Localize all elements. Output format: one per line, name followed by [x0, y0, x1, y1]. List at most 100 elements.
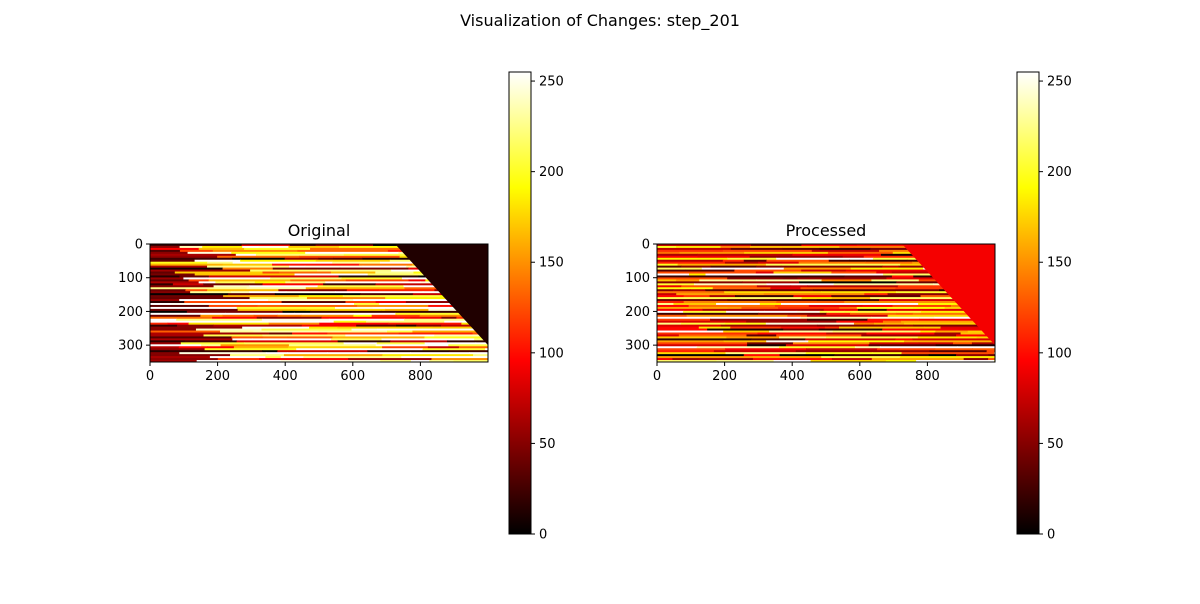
heatmap-cell	[866, 332, 935, 335]
heatmap-cell	[179, 249, 214, 253]
heatmap-cell	[412, 293, 443, 296]
heatmap-cell	[657, 314, 688, 318]
heatmap-cell	[730, 326, 782, 330]
heatmap-cell	[150, 255, 218, 259]
heatmap-cell	[779, 354, 835, 357]
heatmap-cell	[207, 265, 290, 269]
heatmap-cell	[150, 265, 208, 269]
heatmap-cell	[453, 360, 488, 362]
heatmap-cell	[184, 340, 238, 343]
heatmap-cell	[823, 308, 859, 312]
heatmap-cell	[416, 334, 435, 337]
heatmap-cell	[213, 324, 303, 328]
heatmap-cell	[222, 314, 255, 318]
heatmap-cell	[657, 247, 732, 251]
heatmap-cell	[150, 322, 169, 326]
heatmap-cell	[712, 287, 771, 290]
heatmap-cell	[475, 342, 488, 345]
heatmap-cell	[776, 334, 862, 337]
heatmap-cell	[785, 344, 870, 347]
heatmap-cell	[657, 340, 725, 343]
heatmap-cell	[873, 322, 905, 326]
heatmap-cell	[779, 336, 827, 339]
heatmap-cell	[410, 352, 470, 355]
heatmap-cell	[150, 356, 211, 359]
heatmap-cell	[319, 322, 389, 326]
heatmap-cell	[150, 336, 232, 339]
heatmap-cell	[150, 251, 189, 255]
heatmap-cell	[283, 354, 383, 357]
heatmap-cell	[201, 344, 222, 347]
heatmap-cell	[280, 360, 381, 362]
heatmap-cell	[150, 360, 198, 362]
heatmap-cell	[751, 244, 802, 247]
heatmap-cell	[816, 324, 886, 328]
heatmap-cell	[850, 267, 924, 271]
heatmap-cell	[756, 279, 822, 282]
heatmap-cell	[188, 322, 270, 326]
heatmap-cell	[827, 251, 894, 255]
heatmap-cell	[225, 312, 296, 316]
heatmap-cell	[265, 356, 282, 359]
heatmap-cell	[724, 322, 767, 326]
heatmap-cell	[751, 338, 806, 341]
heatmap-cell	[296, 348, 362, 351]
heatmap-cell	[821, 279, 872, 282]
heatmap-cell	[934, 332, 962, 335]
heatmap-cell	[957, 346, 995, 349]
heatmap-cell	[778, 346, 856, 349]
heatmap-cell	[657, 318, 711, 322]
heatmap-cell	[710, 318, 808, 322]
heatmap-cell	[150, 334, 205, 337]
heatmap-cell	[362, 257, 442, 261]
heatmap-cell	[766, 283, 835, 286]
heatmap-cell	[333, 257, 363, 261]
heatmap-cell	[215, 281, 256, 284]
heatmap-cell	[252, 338, 332, 341]
heatmap-cell	[262, 283, 324, 286]
heatmap-cell	[912, 312, 995, 316]
heatmap-cell	[422, 348, 486, 351]
heatmap-cell	[150, 346, 180, 349]
heatmap-cell	[404, 318, 478, 322]
heatmap-cell	[375, 344, 449, 347]
heatmap-cell	[150, 249, 181, 253]
heatmap-cell	[346, 289, 380, 292]
y-tick-label: 200	[118, 305, 143, 320]
heatmap-cell	[472, 354, 488, 357]
heatmap-cell	[782, 277, 799, 280]
heatmap-cell	[657, 346, 698, 349]
x-tick-label: 200	[205, 369, 230, 384]
heatmap-cell	[913, 324, 995, 328]
heatmap-cell	[743, 259, 767, 263]
heatmap-cell	[387, 330, 413, 333]
heatmap-cell	[330, 271, 376, 274]
colorbar-tick-label: 50	[539, 437, 556, 452]
heatmap-cell	[741, 306, 779, 310]
heatmap-cell	[179, 245, 203, 249]
heatmap-cell	[274, 293, 361, 296]
colorbar	[1016, 71, 1040, 535]
heatmap-cell	[379, 261, 438, 265]
heatmap-cell	[842, 255, 865, 259]
heatmap-cell	[690, 289, 706, 292]
heatmap-cell	[724, 261, 759, 265]
heatmap-cell	[828, 259, 850, 263]
heatmap-cell	[150, 358, 219, 361]
heatmap-cell	[752, 356, 822, 359]
heatmap-cell	[746, 320, 837, 324]
colorbar-tick-label: 0	[1047, 528, 1055, 543]
heatmap-cell	[253, 314, 278, 318]
heatmap-cell	[256, 316, 322, 320]
heatmap-cell	[441, 324, 475, 328]
heatmap-cell	[301, 314, 354, 318]
heatmap-cell	[244, 247, 311, 251]
heatmap-cell	[780, 326, 826, 330]
heatmap-cell	[150, 324, 178, 328]
heatmap-cell	[657, 267, 703, 271]
x-tick-label: 400	[273, 369, 298, 384]
heatmap-cell	[816, 299, 847, 302]
heatmap-cell	[756, 285, 792, 288]
heatmap-cell	[347, 247, 401, 251]
axes-frame	[656, 243, 996, 363]
